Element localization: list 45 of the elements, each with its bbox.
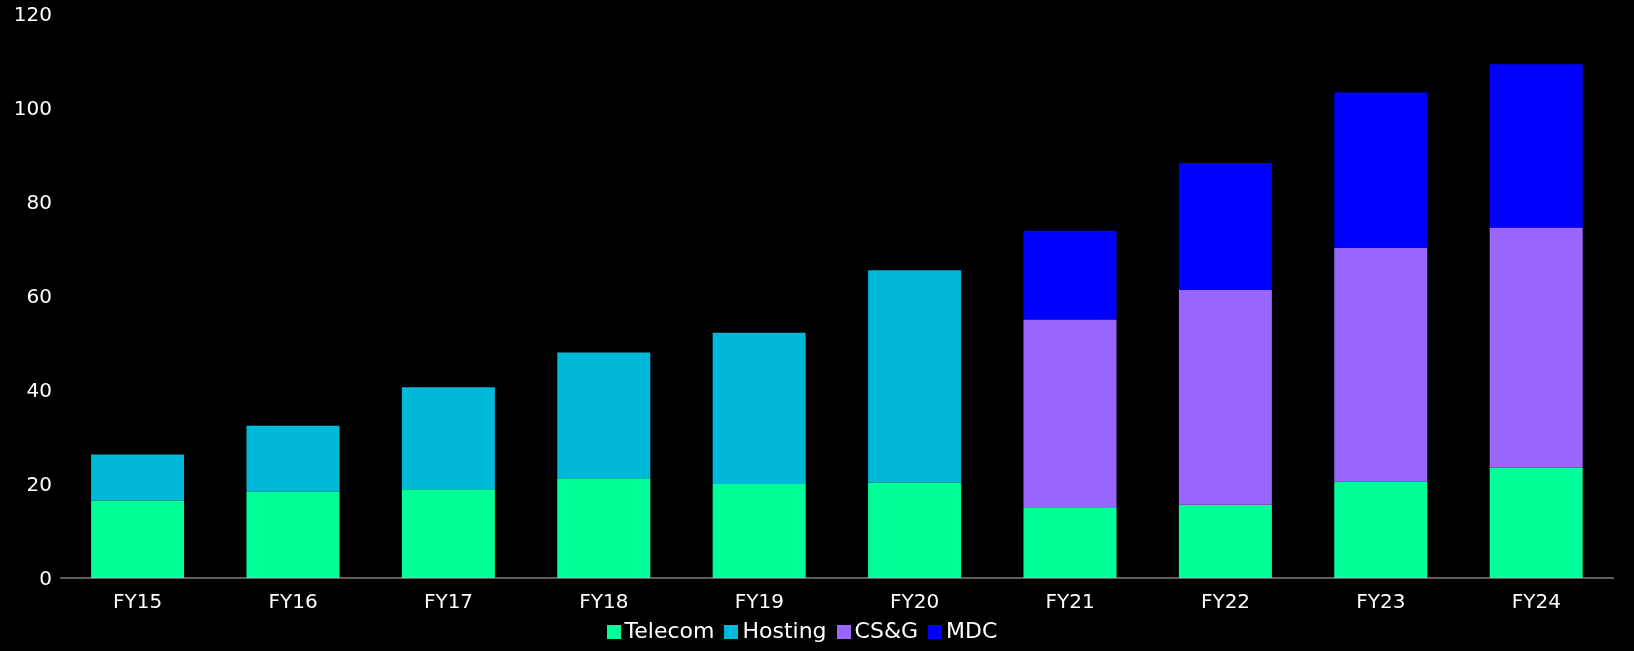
bar — [91, 454, 185, 501]
x-tick-label: FY18 — [579, 589, 629, 614]
x-tick-label: FY20 — [890, 589, 940, 614]
bar — [246, 491, 340, 578]
x-tick-label: FY17 — [423, 589, 474, 614]
bar — [1023, 507, 1117, 578]
bar — [868, 482, 962, 578]
bar — [1023, 319, 1117, 508]
bar — [246, 425, 340, 492]
x-tick-label: FY15 — [113, 589, 163, 614]
bar — [1178, 504, 1272, 578]
bar — [1489, 467, 1583, 578]
legend-label: CS&G — [854, 618, 919, 643]
legend-label: Hosting — [742, 618, 827, 643]
legend-label: MDC — [946, 618, 998, 643]
y-tick-label: 100 — [13, 96, 52, 121]
bar — [401, 489, 495, 578]
y-tick-label: 40 — [26, 378, 52, 403]
y-tick-label: 120 — [13, 2, 52, 27]
bar — [557, 478, 651, 578]
x-tick-label: FY22 — [1200, 589, 1251, 614]
bar — [1489, 227, 1583, 468]
y-tick-label: 60 — [26, 284, 52, 309]
bar — [868, 270, 962, 483]
bar — [1334, 92, 1428, 249]
x-tick-label: FY23 — [1356, 589, 1406, 614]
bar — [1489, 64, 1583, 228]
bar — [1178, 162, 1272, 290]
x-tick-label: FY24 — [1511, 589, 1561, 614]
bar — [1334, 248, 1428, 482]
y-tick-label: 0 — [39, 566, 52, 591]
bar — [401, 387, 495, 490]
legend-label: Telecom — [624, 618, 715, 643]
bar — [1023, 230, 1117, 320]
bar — [1178, 289, 1272, 505]
x-tick-label: FY19 — [734, 589, 784, 614]
bar — [1334, 481, 1428, 578]
bar — [712, 484, 806, 578]
bar — [557, 352, 651, 479]
bar — [91, 500, 185, 578]
x-tick-label: FY16 — [268, 589, 318, 614]
bar — [712, 332, 806, 484]
y-tick-label: 80 — [26, 190, 52, 215]
y-tick-label: 20 — [26, 472, 52, 497]
x-tick-label: FY21 — [1045, 589, 1095, 614]
